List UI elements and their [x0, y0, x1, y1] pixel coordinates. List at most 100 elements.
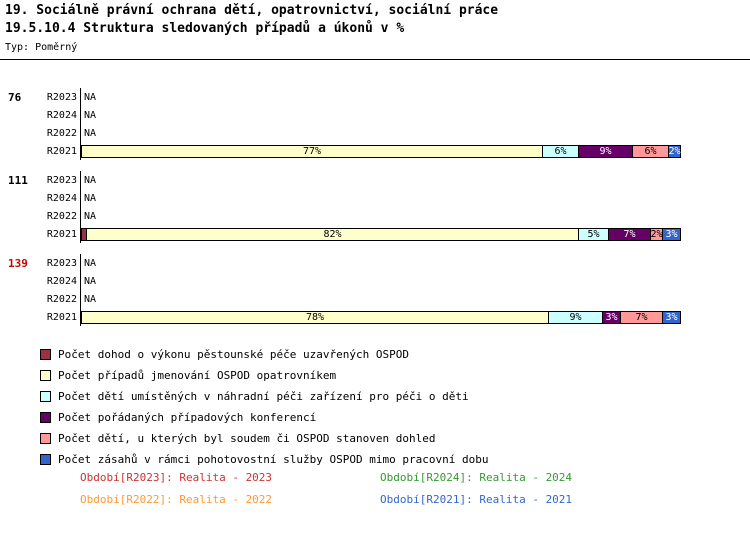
- stacked-bar: 78% 9% 3% 7% 3%: [81, 310, 681, 324]
- chart-row: R2024 NA: [0, 189, 681, 207]
- bar-area: NA: [80, 290, 681, 308]
- period-label-R2023: Období[R2023]: Realita - 2023: [80, 471, 273, 484]
- row-period-label: R2024: [46, 192, 77, 204]
- legend-item: Počet dohod o výkonu pěstounské péče uza…: [40, 344, 488, 365]
- chart-row: R2022 NA: [0, 207, 681, 225]
- bar-segment: 82%: [87, 227, 579, 241]
- legend-label: Počet dohod o výkonu pěstounské péče uza…: [58, 348, 409, 361]
- period-label-R2022: Období[R2022]: Realita - 2022: [80, 493, 273, 506]
- legend-label: Počet případů jmenování OSPOD opatrovník…: [58, 369, 337, 382]
- chart-row: R2021 82% 5% 7% 2% 3%: [0, 225, 681, 243]
- legend-label: Počet dětí, u kterých byl soudem či OSPO…: [58, 432, 436, 445]
- bar-segment: 3%: [663, 310, 681, 324]
- report-type-label: Typ: Poměrný: [5, 42, 78, 53]
- bar-segment: 7%: [609, 227, 651, 241]
- na-value: NA: [84, 293, 97, 305]
- row-period-label: R2023: [46, 257, 77, 269]
- chart-row: R2024 NA: [0, 272, 681, 290]
- group-id-label: 76: [8, 90, 22, 104]
- bar-area: 82% 5% 7% 2% 3%: [80, 225, 681, 243]
- bar-area: 78% 9% 3% 7% 3%: [80, 308, 681, 326]
- bar-area: NA: [80, 124, 681, 142]
- header-divider: [0, 59, 750, 60]
- bar-segment: 78%: [81, 310, 549, 324]
- row-period-label: R2021: [46, 228, 77, 240]
- bar-area: NA: [80, 254, 681, 272]
- legend-item: Počet případů jmenování OSPOD opatrovník…: [40, 365, 488, 386]
- legend-swatch: [40, 370, 51, 381]
- na-value: NA: [84, 192, 97, 204]
- legend-item: Počet dětí, u kterých byl soudem či OSPO…: [40, 428, 488, 449]
- period-label-R2021: Období[R2021]: Realita - 2021: [380, 493, 573, 506]
- row-period-label: R2023: [46, 174, 77, 186]
- chart-row: 111 R2023 NA: [0, 171, 681, 189]
- na-value: NA: [84, 210, 97, 222]
- legend-label: Počet pořádaných případových konferencí: [58, 411, 317, 424]
- chart-group-111: 111 R2023 NA R2024 NA R2022 NA R2021 82% 5% 7% 2% 3%: [0, 171, 681, 243]
- report-subtitle: 19.5.10.4 Struktura sledovaných případů …: [5, 21, 405, 36]
- chart-group-139: 139 R2023 NA R2024 NA R2022 NA R2021 78% 9% 3% 7% 3%: [0, 254, 681, 326]
- bar-area: NA: [80, 207, 681, 225]
- group-id-label: 139: [8, 256, 28, 270]
- bar-segment: 3%: [603, 310, 621, 324]
- legend-item: Počet dětí umístěných v náhradní péči za…: [40, 386, 488, 407]
- stacked-bar-chart: 76 R2023 NA R2024 NA R2022 NA R2021 77% 6% 9% 6% 2% 1…: [0, 88, 681, 337]
- bar-segment: 2%: [650, 227, 663, 241]
- bar-segment: 7%: [621, 310, 663, 324]
- legend-swatch: [40, 433, 51, 444]
- legend-label: Počet zásahů v rámci pohotovostní služby…: [58, 453, 489, 466]
- row-period-label: R2022: [46, 127, 77, 139]
- chart-row: 139 R2023 NA: [0, 254, 681, 272]
- row-period-label: R2021: [46, 311, 77, 323]
- na-value: NA: [84, 275, 97, 287]
- bar-segment: 9%: [579, 144, 633, 158]
- chart-row: R2021 77% 6% 9% 6% 2%: [0, 142, 681, 160]
- na-value: NA: [84, 109, 97, 121]
- bar-segment: 2%: [668, 144, 681, 158]
- row-period-label: R2022: [46, 293, 77, 305]
- period-label-R2024: Období[R2024]: Realita - 2024: [380, 471, 573, 484]
- chart-row: R2021 78% 9% 3% 7% 3%: [0, 308, 681, 326]
- chart-row: 76 R2023 NA: [0, 88, 681, 106]
- report-title: 19. Sociálně právní ochrana dětí, opatro…: [5, 3, 499, 18]
- bar-area: NA: [80, 171, 681, 189]
- stacked-bar: 77% 6% 9% 6% 2%: [81, 144, 681, 158]
- chart-legend: Počet dohod o výkonu pěstounské péče uza…: [40, 344, 488, 470]
- na-value: NA: [84, 127, 97, 139]
- row-period-label: R2023: [46, 91, 77, 103]
- chart-row: R2024 NA: [0, 106, 681, 124]
- bar-segment: 6%: [543, 144, 579, 158]
- bar-segment: 3%: [663, 227, 681, 241]
- legend-item: Počet pořádaných případových konferencí: [40, 407, 488, 428]
- na-value: NA: [84, 91, 97, 103]
- bar-segment: [81, 227, 87, 241]
- bar-area: NA: [80, 189, 681, 207]
- na-value: NA: [84, 257, 97, 269]
- legend-label: Počet dětí umístěných v náhradní péči za…: [58, 390, 469, 403]
- bar-area: NA: [80, 88, 681, 106]
- legend-swatch: [40, 349, 51, 360]
- chart-row: R2022 NA: [0, 124, 681, 142]
- row-period-label: R2022: [46, 210, 77, 222]
- bar-segment: 5%: [579, 227, 609, 241]
- row-period-label: R2021: [46, 145, 77, 157]
- row-period-label: R2024: [46, 109, 77, 121]
- bar-segment: 77%: [81, 144, 543, 158]
- legend-swatch: [40, 391, 51, 402]
- bar-segment: 6%: [633, 144, 669, 158]
- stacked-bar: 82% 5% 7% 2% 3%: [81, 227, 681, 241]
- na-value: NA: [84, 174, 97, 186]
- group-id-label: 111: [8, 173, 28, 187]
- legend-swatch: [40, 412, 51, 423]
- period-legend: Období[R2023]: Realita - 2023 Období[R202…: [80, 471, 690, 506]
- legend-swatch: [40, 454, 51, 465]
- bar-area: NA: [80, 106, 681, 124]
- bar-segment: 9%: [549, 310, 603, 324]
- chart-group-76: 76 R2023 NA R2024 NA R2022 NA R2021 77% 6% 9% 6% 2%: [0, 88, 681, 160]
- row-period-label: R2024: [46, 275, 77, 287]
- legend-item: Počet zásahů v rámci pohotovostní služby…: [40, 449, 488, 470]
- bar-area: NA: [80, 272, 681, 290]
- bar-area: 77% 6% 9% 6% 2%: [80, 142, 681, 160]
- chart-row: R2022 NA: [0, 290, 681, 308]
